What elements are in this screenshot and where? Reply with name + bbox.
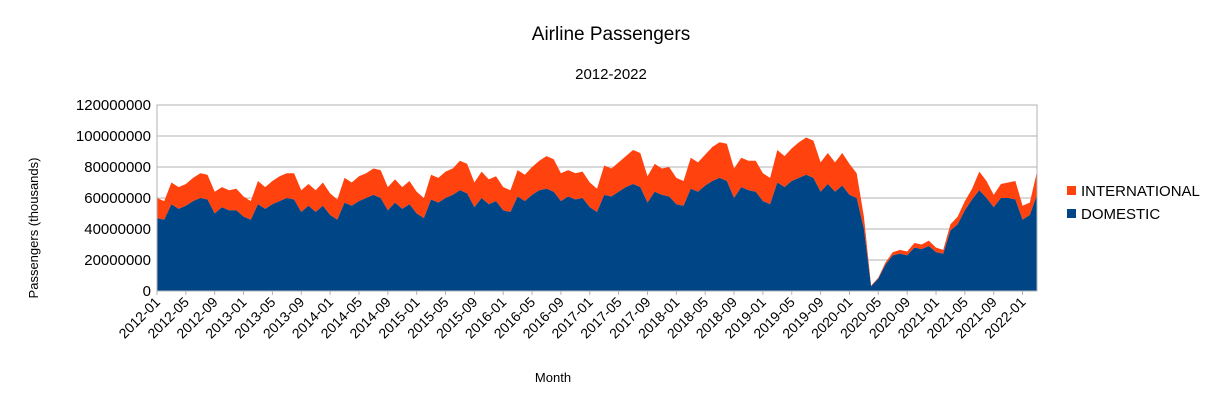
- plot-frame: [156, 104, 1038, 292]
- legend: INTERNATIONAL DOMESTIC: [1067, 183, 1200, 223]
- y-tick-label: 120000000: [76, 97, 151, 114]
- y-tick-label: 40000000: [84, 221, 151, 238]
- legend-label-international: INTERNATIONAL: [1081, 183, 1200, 200]
- legend-label-domestic: DOMESTIC: [1081, 206, 1160, 223]
- legend-swatch-domestic: [1067, 209, 1076, 218]
- y-tick-label: 80000000: [84, 159, 151, 176]
- chart-title: Airline Passengers: [532, 24, 690, 45]
- y-axis-label: Passengers (thousands): [26, 158, 41, 299]
- series-area-domestic: [157, 174, 1037, 291]
- y-tick-label: 100000000: [76, 128, 151, 145]
- y-axis-ticks: 0 20000000 40000000 60000000 80000000 1000000…: [76, 97, 151, 300]
- chart-subtitle: 2012-2022: [575, 66, 647, 83]
- y-tick-label: 60000000: [84, 190, 151, 207]
- x-axis-label: Month: [535, 370, 571, 385]
- series-area-international: [157, 137, 1037, 287]
- plot-areas: [157, 137, 1037, 291]
- legend-swatch-international: [1067, 186, 1076, 195]
- y-tick-label: 0: [143, 283, 151, 300]
- y-tick-label: 20000000: [84, 252, 151, 269]
- x-axis-ticks: 2012-012012-052012-092013-012013-052013-…: [115, 291, 1029, 341]
